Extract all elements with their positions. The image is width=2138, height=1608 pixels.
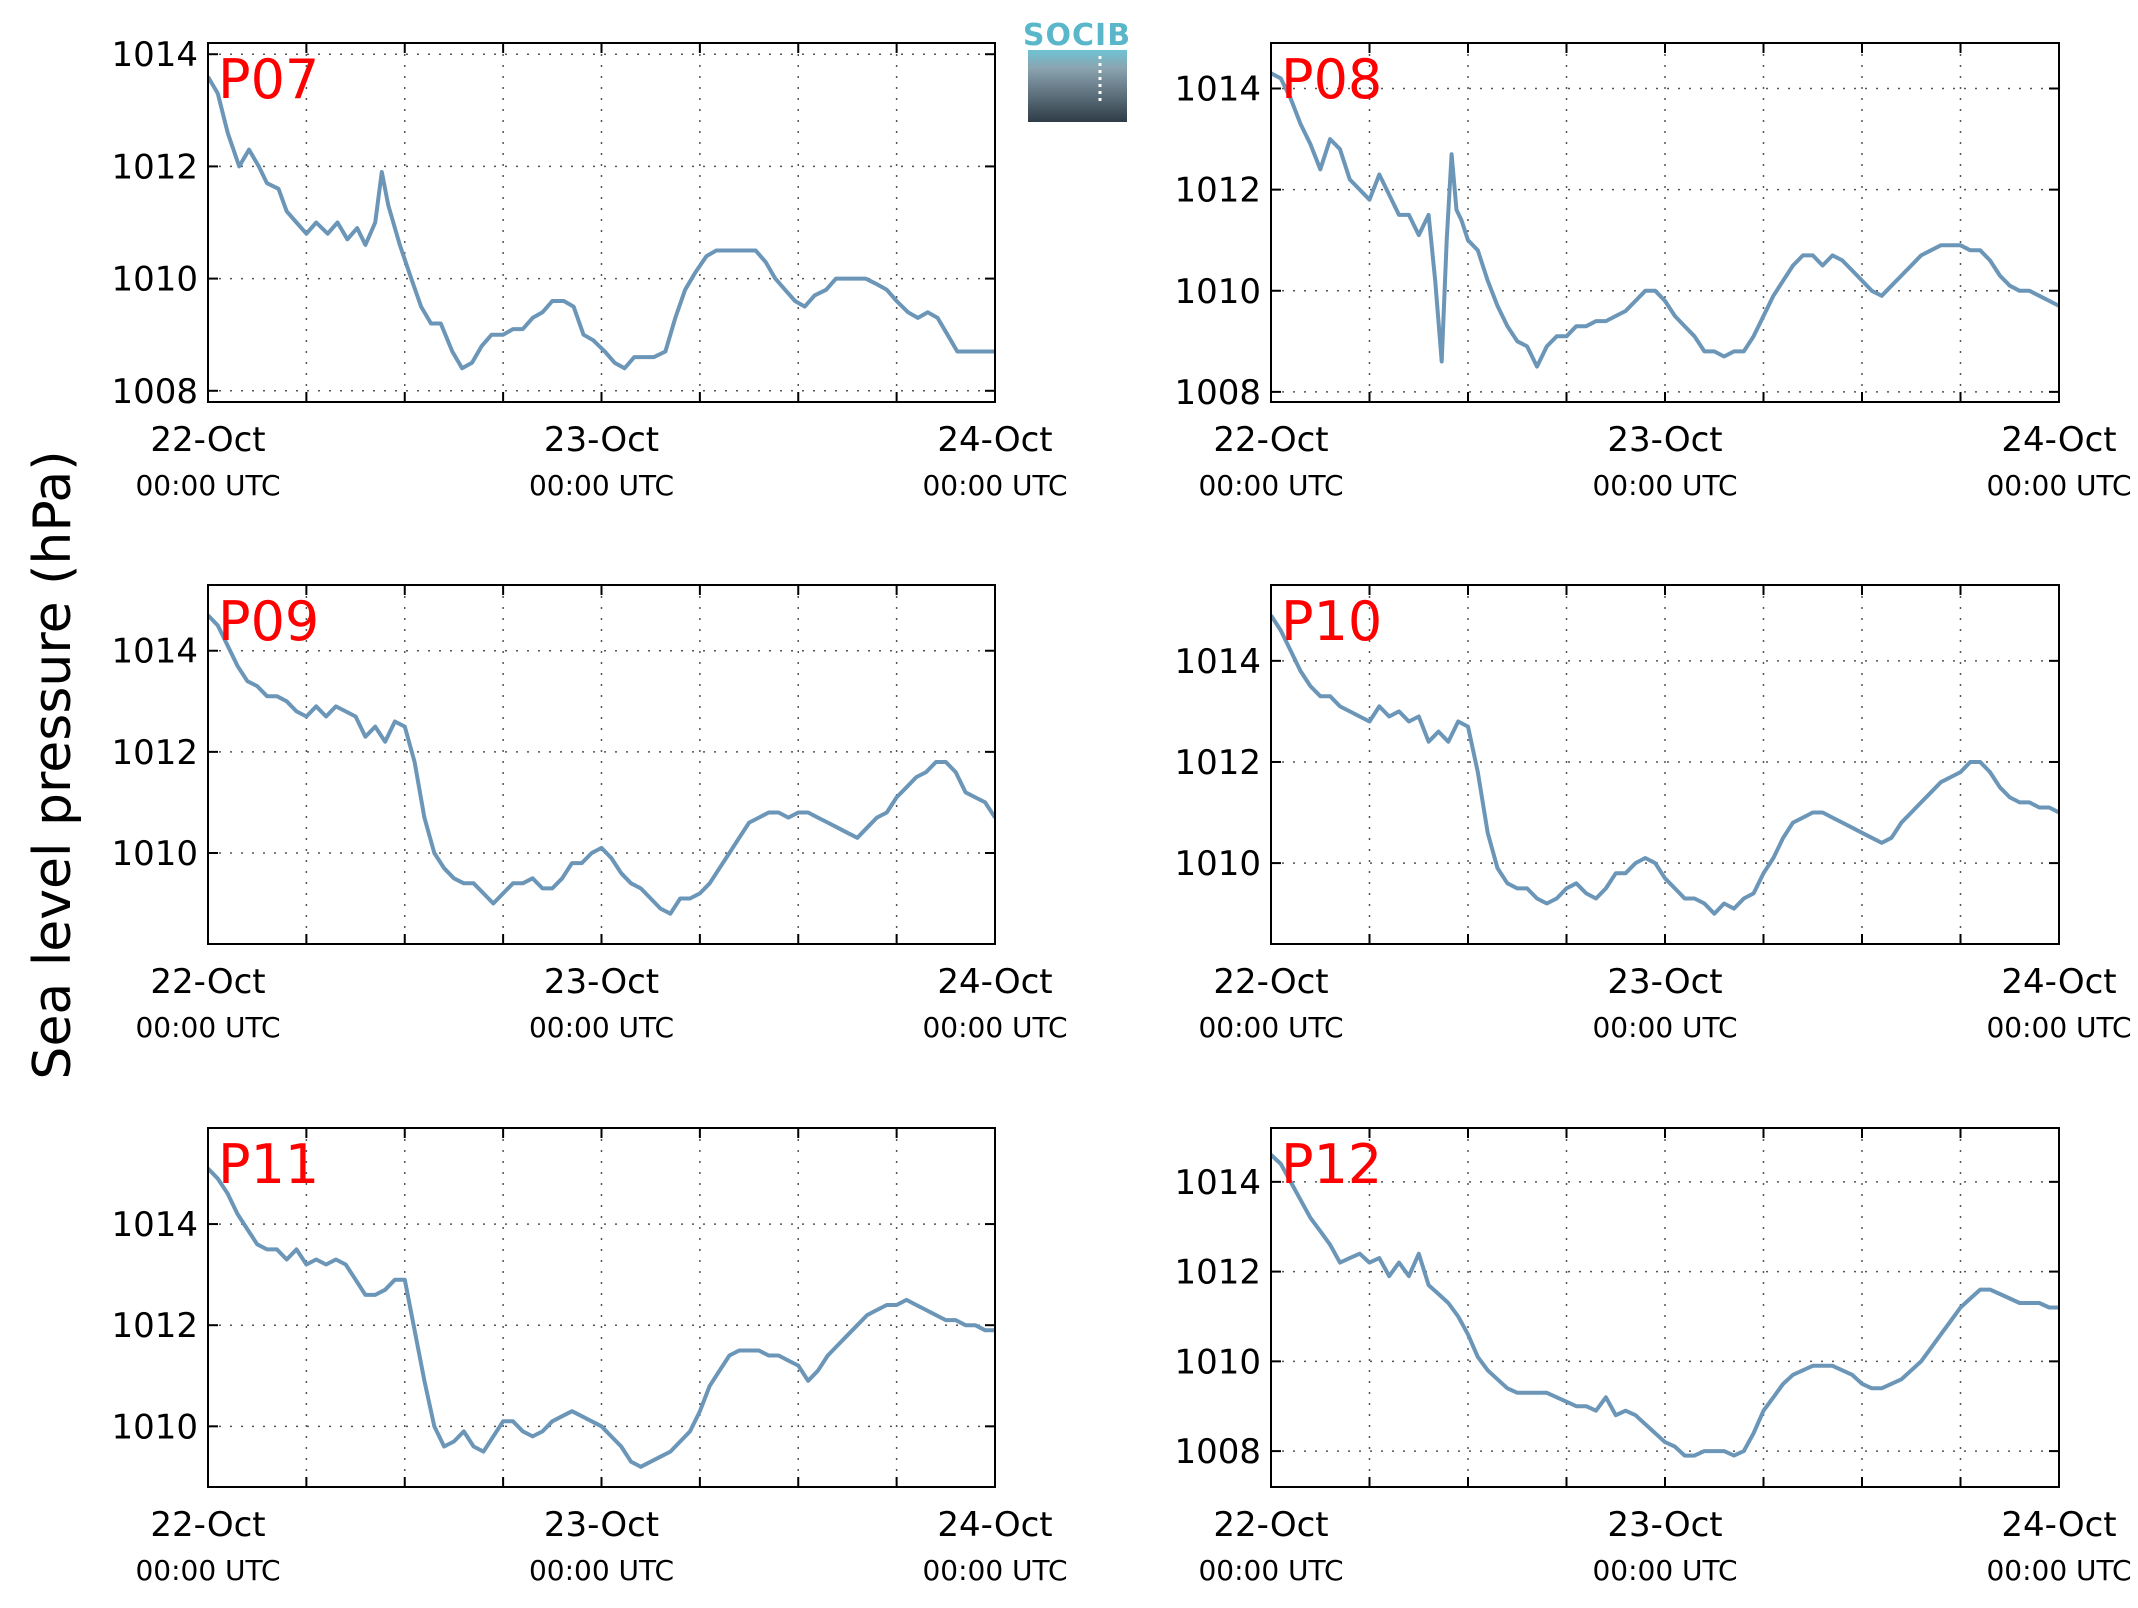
y-tick-label: 1014 — [1174, 70, 1261, 110]
y-tick-label: 1014 — [1174, 1163, 1261, 1203]
plot-frame — [1270, 1127, 2060, 1488]
x-tick-sublabel: 00:00 UTC — [1592, 1554, 1737, 1587]
y-tick-label: 1012 — [1174, 743, 1261, 783]
x-tick-sublabel: 00:00 UTC — [1986, 469, 2131, 502]
socib-logo-mark — [1028, 50, 1127, 122]
panel-label: P08 — [1281, 48, 1382, 111]
plot-frame — [1270, 584, 2060, 945]
x-tick-label: 24-Oct — [937, 962, 1052, 1002]
panel-label: P07 — [218, 48, 319, 111]
x-tick-sublabel: 00:00 UTC — [1198, 1554, 1343, 1587]
y-tick-label: 1012 — [1174, 171, 1261, 211]
x-tick-sublabel: 00:00 UTC — [1986, 1554, 2131, 1587]
series-line — [1271, 1153, 2059, 1458]
x-tick-label: 22-Oct — [1213, 962, 1328, 1002]
x-tick-sublabel: 00:00 UTC — [135, 1554, 280, 1587]
panel-label: P09 — [218, 590, 319, 653]
panel-label: P11 — [218, 1133, 319, 1196]
plot-area — [1271, 585, 2059, 944]
x-tick-label: 22-Oct — [1213, 1505, 1328, 1545]
chart-panel-p12: 1008 1010 1012 1014 22-Oct 00:00 UTC 23-Oct 00:… — [1174, 1127, 2132, 1587]
x-tick-sublabel: 00:00 UTC — [1198, 469, 1343, 502]
series-line — [1271, 614, 2059, 916]
chart-panel-p08: 1008 1010 1012 1014 22-Oct 00:00 UTC 23-Oct 00:… — [1174, 42, 2132, 502]
x-tick-sublabel: 00:00 UTC — [922, 1554, 1067, 1587]
y-tick-label: 1014 — [111, 1205, 198, 1245]
y-tick-label: 1010 — [1174, 272, 1261, 312]
y-tick-label: 1008 — [1174, 1432, 1261, 1472]
y-tick-label: 1012 — [111, 147, 198, 187]
y-tick-label: 1012 — [111, 1306, 198, 1346]
x-tick-sublabel: 00:00 UTC — [1986, 1011, 2131, 1044]
x-tick-sublabel: 00:00 UTC — [1592, 469, 1737, 502]
plot-frame — [207, 1127, 996, 1488]
y-tick-label: 1010 — [1174, 1342, 1261, 1382]
y-tick-label: 1008 — [111, 372, 198, 412]
x-tick-sublabel: 00:00 UTC — [922, 469, 1067, 502]
x-tick-label: 24-Oct — [2001, 1505, 2116, 1545]
y-tick-label: 1010 — [1174, 844, 1261, 884]
x-tick-label: 23-Oct — [1607, 1505, 1722, 1545]
x-tick-sublabel: 00:00 UTC — [529, 469, 674, 502]
socib-logo-text: SOCIB — [1023, 18, 1131, 53]
panel-label: P12 — [1281, 1133, 1382, 1196]
panel-label: P10 — [1281, 590, 1382, 653]
x-tick-sublabel: 00:00 UTC — [529, 1011, 674, 1044]
plot-area — [1271, 1128, 2059, 1487]
x-tick-label: 23-Oct — [544, 420, 659, 460]
series-line — [208, 613, 995, 916]
x-tick-sublabel: 00:00 UTC — [529, 1554, 674, 1587]
series-line — [208, 1167, 995, 1469]
y-tick-label: 1010 — [111, 260, 198, 300]
x-tick-label: 24-Oct — [937, 420, 1052, 460]
x-tick-label: 24-Oct — [2001, 962, 2116, 1002]
x-tick-label: 23-Oct — [544, 1505, 659, 1545]
chart-panel-p07: 1008 1010 1012 1014 22-Oct 00:00 UTC 23-Oct 00:… — [111, 35, 1067, 502]
y-tick-label: 1012 — [111, 733, 198, 773]
y-tick-label: 1010 — [111, 834, 198, 874]
y-tick-label: 1014 — [111, 35, 198, 75]
chart-panel-p10: 1010 1012 1014 22-Oct 00:00 UTC 23-Oct 00:00 U… — [1174, 584, 2132, 1044]
plot-frame — [1270, 42, 2060, 403]
x-tick-label: 23-Oct — [544, 962, 659, 1002]
socib-logo: SOCIB — [1023, 18, 1131, 122]
x-tick-sublabel: 00:00 UTC — [135, 1011, 280, 1044]
y-tick-label: 1012 — [1174, 1253, 1261, 1293]
x-tick-label: 23-Oct — [1607, 962, 1722, 1002]
y-tick-label: 1014 — [1174, 642, 1261, 682]
plot-frame — [207, 584, 996, 945]
chart-panel-p09: 1010 1012 1014 22-Oct 00:00 UTC 23-Oct 00:00 U… — [111, 584, 1068, 1044]
series-line — [1271, 71, 2059, 369]
x-tick-sublabel: 00:00 UTC — [1592, 1011, 1737, 1044]
x-tick-sublabel: 00:00 UTC — [1198, 1011, 1343, 1044]
x-tick-label: 23-Oct — [1607, 420, 1722, 460]
x-tick-label: 24-Oct — [2001, 420, 2116, 460]
plot-area — [208, 1128, 995, 1487]
x-tick-label: 22-Oct — [150, 1505, 265, 1545]
plot-area — [1271, 43, 2059, 402]
y-tick-label: 1008 — [1174, 373, 1261, 413]
plot-frame — [207, 42, 996, 403]
plot-area — [208, 585, 995, 944]
x-tick-label: 22-Oct — [1213, 420, 1328, 460]
x-tick-label: 24-Oct — [937, 1505, 1052, 1545]
series-line — [208, 75, 995, 371]
y-tick-label: 1010 — [111, 1407, 198, 1447]
y-tick-label: 1014 — [111, 632, 198, 672]
chart-panel-p11: 1010 1012 1014 22-Oct 00:00 UTC 23-Oct 00:00 U… — [111, 1127, 1068, 1587]
x-tick-label: 22-Oct — [150, 962, 265, 1002]
x-tick-label: 22-Oct — [150, 420, 265, 460]
x-tick-sublabel: 00:00 UTC — [922, 1011, 1067, 1044]
x-tick-sublabel: 00:00 UTC — [135, 469, 280, 502]
y-axis-label: Sea level pressure (hPa) — [23, 450, 83, 1079]
